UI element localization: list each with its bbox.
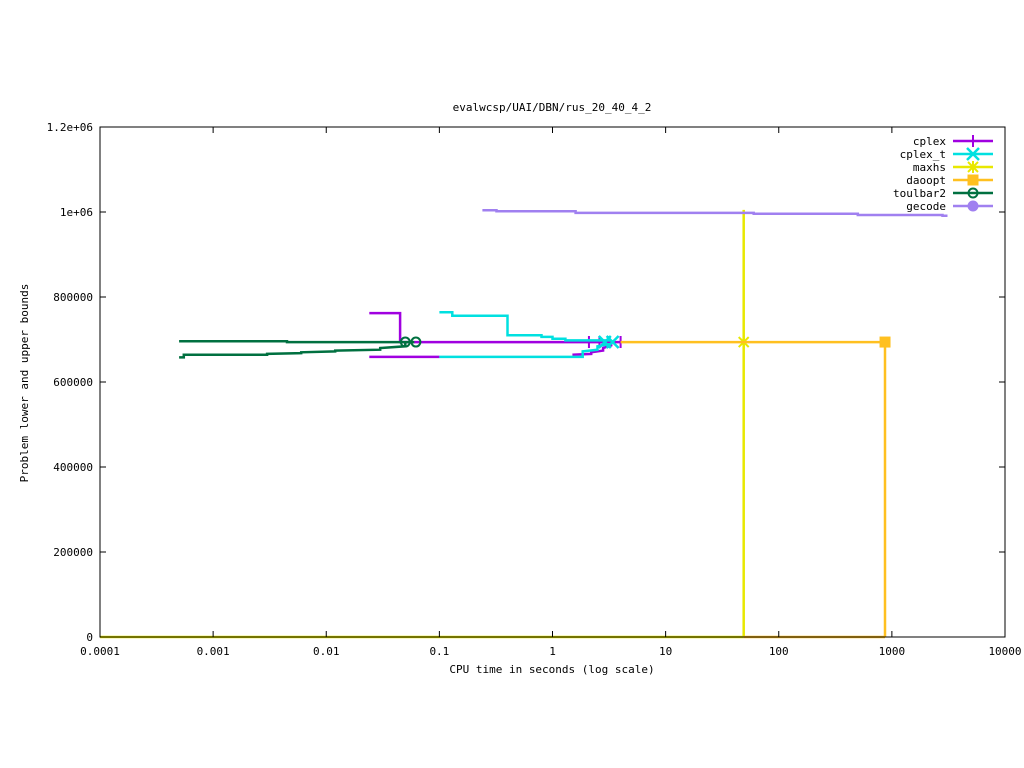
legend-label: toulbar2	[893, 187, 946, 200]
legend-item-gecode: gecode	[906, 200, 993, 213]
y-axis-label: Problem lower and upper bounds	[18, 284, 31, 483]
legend-marker	[967, 200, 979, 212]
series-line-toulbar2	[179, 339, 415, 344]
plot-frame	[99, 126, 1006, 638]
x-tick-label: 0.1	[429, 645, 449, 658]
legend-label: gecode	[906, 200, 946, 213]
legend-item-daoopt: daoopt	[906, 174, 993, 187]
y-tick-label: 800000	[53, 291, 93, 304]
series-point-cplex_t	[605, 335, 620, 349]
legend-label: cplex_t	[900, 148, 946, 161]
series-line-cplex_t	[439, 311, 612, 342]
series-point-daoopt	[879, 336, 891, 348]
x-tick-label: 1	[549, 645, 556, 658]
series-daoopt	[620, 336, 891, 639]
x-axis-ticks: 0.0001 0.001 0.01 0.1 1 10 100 1000 10000	[80, 127, 1022, 658]
legend-marker	[967, 161, 979, 173]
y-tick-label: 0	[86, 631, 93, 644]
series-point-toulbar2	[399, 336, 411, 348]
series-point-toulbar2	[410, 336, 422, 348]
legend-marker	[967, 174, 979, 186]
y-tick-label: 1.2e+06	[47, 121, 93, 134]
x-tick-label: 10000	[988, 645, 1021, 658]
chart-title: evalwcsp/UAI/DBN/rus_20_40_4_2	[453, 101, 652, 114]
x-tick-label: 0.0001	[80, 645, 120, 658]
legend-label: daoopt	[906, 174, 946, 187]
series-line-gecode	[482, 209, 948, 218]
x-tick-label: 0.001	[197, 645, 230, 658]
series-point-cplex	[582, 336, 595, 349]
series-line-cplex	[572, 342, 613, 357]
legend-marker	[967, 135, 979, 147]
series-cplex	[369, 311, 627, 359]
legend-label: cplex	[913, 135, 946, 148]
legend-item-cplex: cplex	[913, 135, 993, 148]
x-tick-label: 10	[659, 645, 672, 658]
y-tick-label: 400000	[53, 461, 93, 474]
x-axis-label: CPU time in seconds (log scale)	[449, 663, 654, 676]
x-tick-label: 0.01	[313, 645, 340, 658]
plot-series	[100, 209, 948, 639]
series-gecode	[482, 209, 948, 218]
x-tick-label: 100	[769, 645, 789, 658]
legend-marker	[966, 147, 980, 161]
legend-item-maxhs: maxhs	[913, 161, 993, 174]
x-tick-label: 1000	[879, 645, 906, 658]
y-axis-ticks: 0 200000 400000 600000 800000 1e+06 1.2e+06	[47, 121, 1005, 644]
y-tick-label: 1e+06	[60, 206, 93, 219]
legend-item-cplex_t: cplex_t	[900, 147, 993, 161]
y-tick-label: 600000	[53, 376, 93, 389]
series-line-cplex	[369, 311, 621, 344]
series-cplex_t	[439, 311, 620, 359]
y-tick-label: 200000	[53, 546, 93, 559]
legend-item-toulbar2: toulbar2	[893, 187, 993, 200]
legend-label: maxhs	[913, 161, 946, 174]
series-toulbar2	[179, 336, 422, 359]
series-line-toulbar2	[179, 342, 407, 359]
series-maxhs	[100, 209, 750, 639]
legend-marker	[967, 187, 979, 199]
